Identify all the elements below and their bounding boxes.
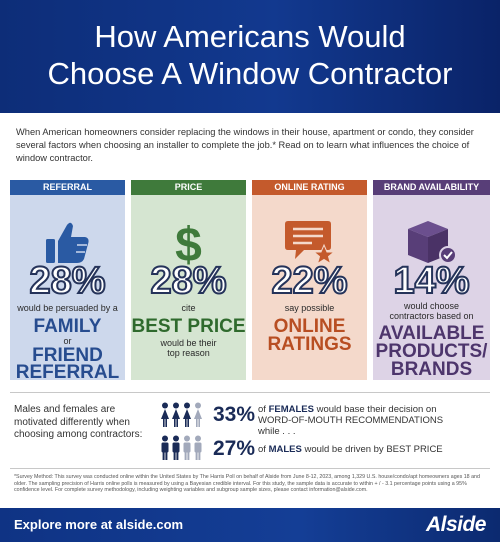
online-rating-panel: 22% say possible ONLINE RATINGS xyxy=(252,195,367,380)
brand-availability-panel: 14% would choose contractors based on AV… xyxy=(373,195,490,380)
referral-referral: REFERRAL xyxy=(15,362,120,383)
males-label: MALES xyxy=(268,444,302,455)
brand-availability-brands: BRANDS xyxy=(390,359,473,380)
price-pre-text: cite xyxy=(181,303,196,313)
online-rating-pre-text: say possible xyxy=(284,303,335,313)
male-stat-text: of MALES would be driven by BEST PRICE xyxy=(258,444,490,455)
svg-text:$: $ xyxy=(175,219,202,267)
alside-logo: Alside xyxy=(425,513,487,536)
male-pre: of xyxy=(258,444,266,455)
footer-banner: Explore more at alside.com Alside xyxy=(0,508,500,542)
thumbs-up-icon xyxy=(46,222,89,263)
female-people-icon xyxy=(161,402,202,427)
price-column: PRICE $ 28% cite BEST PRICE would be the… xyxy=(131,180,246,380)
title-line-2: Choose A Window Contractor xyxy=(47,56,453,91)
header-banner: How Americans Would Choose A Window Cont… xyxy=(0,0,500,113)
male-percent: 27% xyxy=(213,437,256,460)
page-title: How Americans Would Choose A Window Cont… xyxy=(0,18,500,92)
female-post: would base their decision on xyxy=(316,404,437,415)
price-panel: $ 28% cite BEST PRICE would be their top… xyxy=(131,195,246,380)
referral-panel: 28% would be persuaded by a FAMILY or FR… xyxy=(10,195,125,383)
female-stat-text: of FEMALES would base their decision on … xyxy=(258,404,490,437)
brand-availability-pre-text-1: would choose xyxy=(403,301,460,311)
online-rating-online: ONLINE xyxy=(273,316,346,337)
online-rating-column: ONLINE RATING 22% say possible ONLINE RA… xyxy=(252,180,367,380)
product-box-icon xyxy=(408,221,457,264)
referral-pre-text: would be persuaded by a xyxy=(17,303,118,313)
review-star-icon xyxy=(285,221,336,265)
male-post: would be driven by BEST PRICE xyxy=(304,444,443,455)
brand-availability-available: AVAILABLE xyxy=(378,323,485,344)
online-rating-tab: ONLINE RATING xyxy=(252,180,367,195)
title-line-1: How Americans Would xyxy=(94,19,406,54)
price-best-price: BEST PRICE xyxy=(131,316,246,337)
brand-availability-pre-text-2: contractors based on xyxy=(389,311,474,321)
price-tab: PRICE xyxy=(131,180,246,195)
divider-bottom xyxy=(10,468,490,469)
price-post-text-2: top reason xyxy=(167,348,210,358)
female-percent: 33% xyxy=(213,403,256,426)
females-label: FEMALES xyxy=(268,404,314,415)
referral-friend: FRIEND xyxy=(32,345,103,366)
female-pre: of xyxy=(258,404,266,415)
while-text: while . . . xyxy=(258,426,296,437)
price-post-text-1: would be their xyxy=(160,338,217,348)
brand-availability-products: PRODUCTS/ xyxy=(375,341,488,362)
brand-availability-tab: BRAND AVAILABILITY xyxy=(373,180,490,195)
online-rating-percent: 22% xyxy=(270,260,348,302)
female-line-2: WORD-OF-MOUTH RECOMMENDATIONS xyxy=(258,415,444,426)
survey-footnote: *Survey Method: This survey was conducte… xyxy=(14,474,480,494)
referral-tab: REFERRAL xyxy=(10,180,125,195)
brand-availability-column: BRAND AVAILABILITY 14% would choose cont… xyxy=(373,180,490,380)
divider-top xyxy=(10,392,490,393)
referral-column: REFERRAL 28% would be persuaded by a FAM… xyxy=(10,180,125,383)
intro-text: When American homeowners consider replac… xyxy=(16,127,474,163)
explore-link[interactable]: Explore more at alside.com xyxy=(14,517,184,532)
dollar-sign-icon: $ xyxy=(175,219,202,267)
online-rating-ratings: RATINGS xyxy=(267,334,352,355)
male-people-icon xyxy=(161,435,202,460)
referral-percent: 28% xyxy=(28,260,106,302)
gender-intro-text: Males and females are motivated differen… xyxy=(14,404,143,440)
referral-or: or xyxy=(63,336,72,346)
referral-family: FAMILY xyxy=(33,316,102,337)
brand-availability-percent: 14% xyxy=(392,260,470,302)
price-percent: 28% xyxy=(149,260,227,302)
